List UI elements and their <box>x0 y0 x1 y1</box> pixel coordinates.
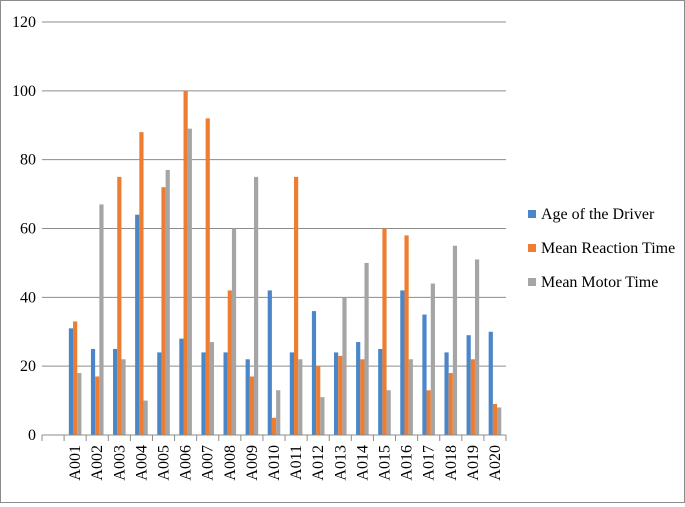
bar <box>90 348 96 435</box>
legend-swatch <box>528 210 536 218</box>
legend-label: Mean Motor Time <box>541 274 658 291</box>
x-tick-label: A010 <box>266 445 283 481</box>
legend-swatch <box>528 244 536 252</box>
bar <box>408 359 413 435</box>
x-tick-label: A019 <box>465 445 482 481</box>
bar <box>117 176 122 436</box>
x-tick-label: A004 <box>133 445 150 481</box>
bar <box>470 359 475 435</box>
bar <box>223 352 228 435</box>
legend-label: Age of the Driver <box>541 206 655 223</box>
x-tick-label: A005 <box>156 445 173 481</box>
x-tick-label: A008 <box>222 445 239 481</box>
bar <box>382 228 387 435</box>
bar <box>364 262 369 435</box>
bar <box>400 290 405 435</box>
bar <box>187 128 192 435</box>
bar <box>165 169 170 436</box>
bar <box>183 90 188 435</box>
legend: Age of the Driver Mean Reaction Time Mean … <box>528 206 675 291</box>
bar <box>356 342 361 435</box>
bar <box>161 187 166 435</box>
legend-swatch <box>528 278 536 286</box>
bar <box>316 366 321 435</box>
bar <box>77 373 82 435</box>
y-tick-label: 60 <box>20 221 36 238</box>
bars <box>68 90 502 436</box>
bar <box>201 352 206 435</box>
bar <box>333 352 339 435</box>
bar <box>113 348 118 435</box>
bar <box>386 390 391 435</box>
bar <box>121 359 126 435</box>
bar <box>430 283 435 435</box>
y-tick-label: 20 <box>20 358 36 375</box>
x-tick-label: A013 <box>332 445 349 481</box>
gridlines <box>42 21 506 367</box>
bar <box>179 338 184 435</box>
bar <box>466 335 471 435</box>
y-tick-label: 0 <box>28 427 36 444</box>
bar <box>338 355 343 435</box>
bar <box>488 331 493 435</box>
x-tick-label: A001 <box>67 445 84 481</box>
y-tick-label: 120 <box>12 14 36 31</box>
bar <box>497 407 502 435</box>
bar <box>157 352 162 435</box>
bar <box>231 228 237 435</box>
bar <box>135 214 140 435</box>
bar <box>99 204 104 435</box>
bar <box>320 397 325 435</box>
bar <box>294 176 299 436</box>
x-tick-label: A016 <box>399 445 416 481</box>
bar <box>404 235 409 435</box>
bar <box>271 417 277 435</box>
x-tick-label: A020 <box>487 445 504 481</box>
x-tick-label: A017 <box>421 445 438 481</box>
bar <box>249 376 255 435</box>
x-tick-label: A012 <box>310 445 327 481</box>
x-tick-label: A018 <box>443 445 460 481</box>
x-tick-label: A009 <box>244 445 261 481</box>
bar <box>245 359 250 435</box>
bar <box>227 290 232 435</box>
x-tick-label: A002 <box>89 445 106 481</box>
x-tick-label: A011 <box>288 445 305 480</box>
bar <box>289 352 294 435</box>
bar <box>205 118 210 436</box>
bar <box>311 311 317 435</box>
y-tick-label: 80 <box>20 152 36 169</box>
x-tick-label: A014 <box>354 445 371 481</box>
axes: 0 20 40 60 80 100 120 A001 A002 A003 A004 A005 A006 A… <box>12 14 507 481</box>
bar <box>95 376 100 435</box>
bar <box>209 342 215 435</box>
bar <box>448 373 453 435</box>
bar <box>73 321 78 435</box>
x-tick-label: A006 <box>178 445 195 481</box>
bar <box>267 290 272 435</box>
bar <box>422 314 427 435</box>
bar <box>378 348 383 435</box>
bar <box>360 359 365 435</box>
bar <box>254 176 259 436</box>
bar <box>444 352 449 435</box>
x-tick-label: A015 <box>376 445 393 481</box>
bar <box>139 132 144 435</box>
bar <box>298 359 303 435</box>
legend-label: Mean Reaction Time <box>541 240 675 257</box>
y-tick-label: 100 <box>12 83 36 100</box>
bar <box>452 245 458 435</box>
bar <box>342 297 347 435</box>
bar <box>143 400 148 435</box>
bar <box>426 390 431 435</box>
x-tick-label: A007 <box>200 445 217 481</box>
x-tick-label: A003 <box>111 445 128 481</box>
y-tick-label: 40 <box>20 289 36 306</box>
bar <box>474 259 480 435</box>
bar <box>492 404 498 435</box>
bar <box>276 390 281 435</box>
bar <box>68 328 74 435</box>
